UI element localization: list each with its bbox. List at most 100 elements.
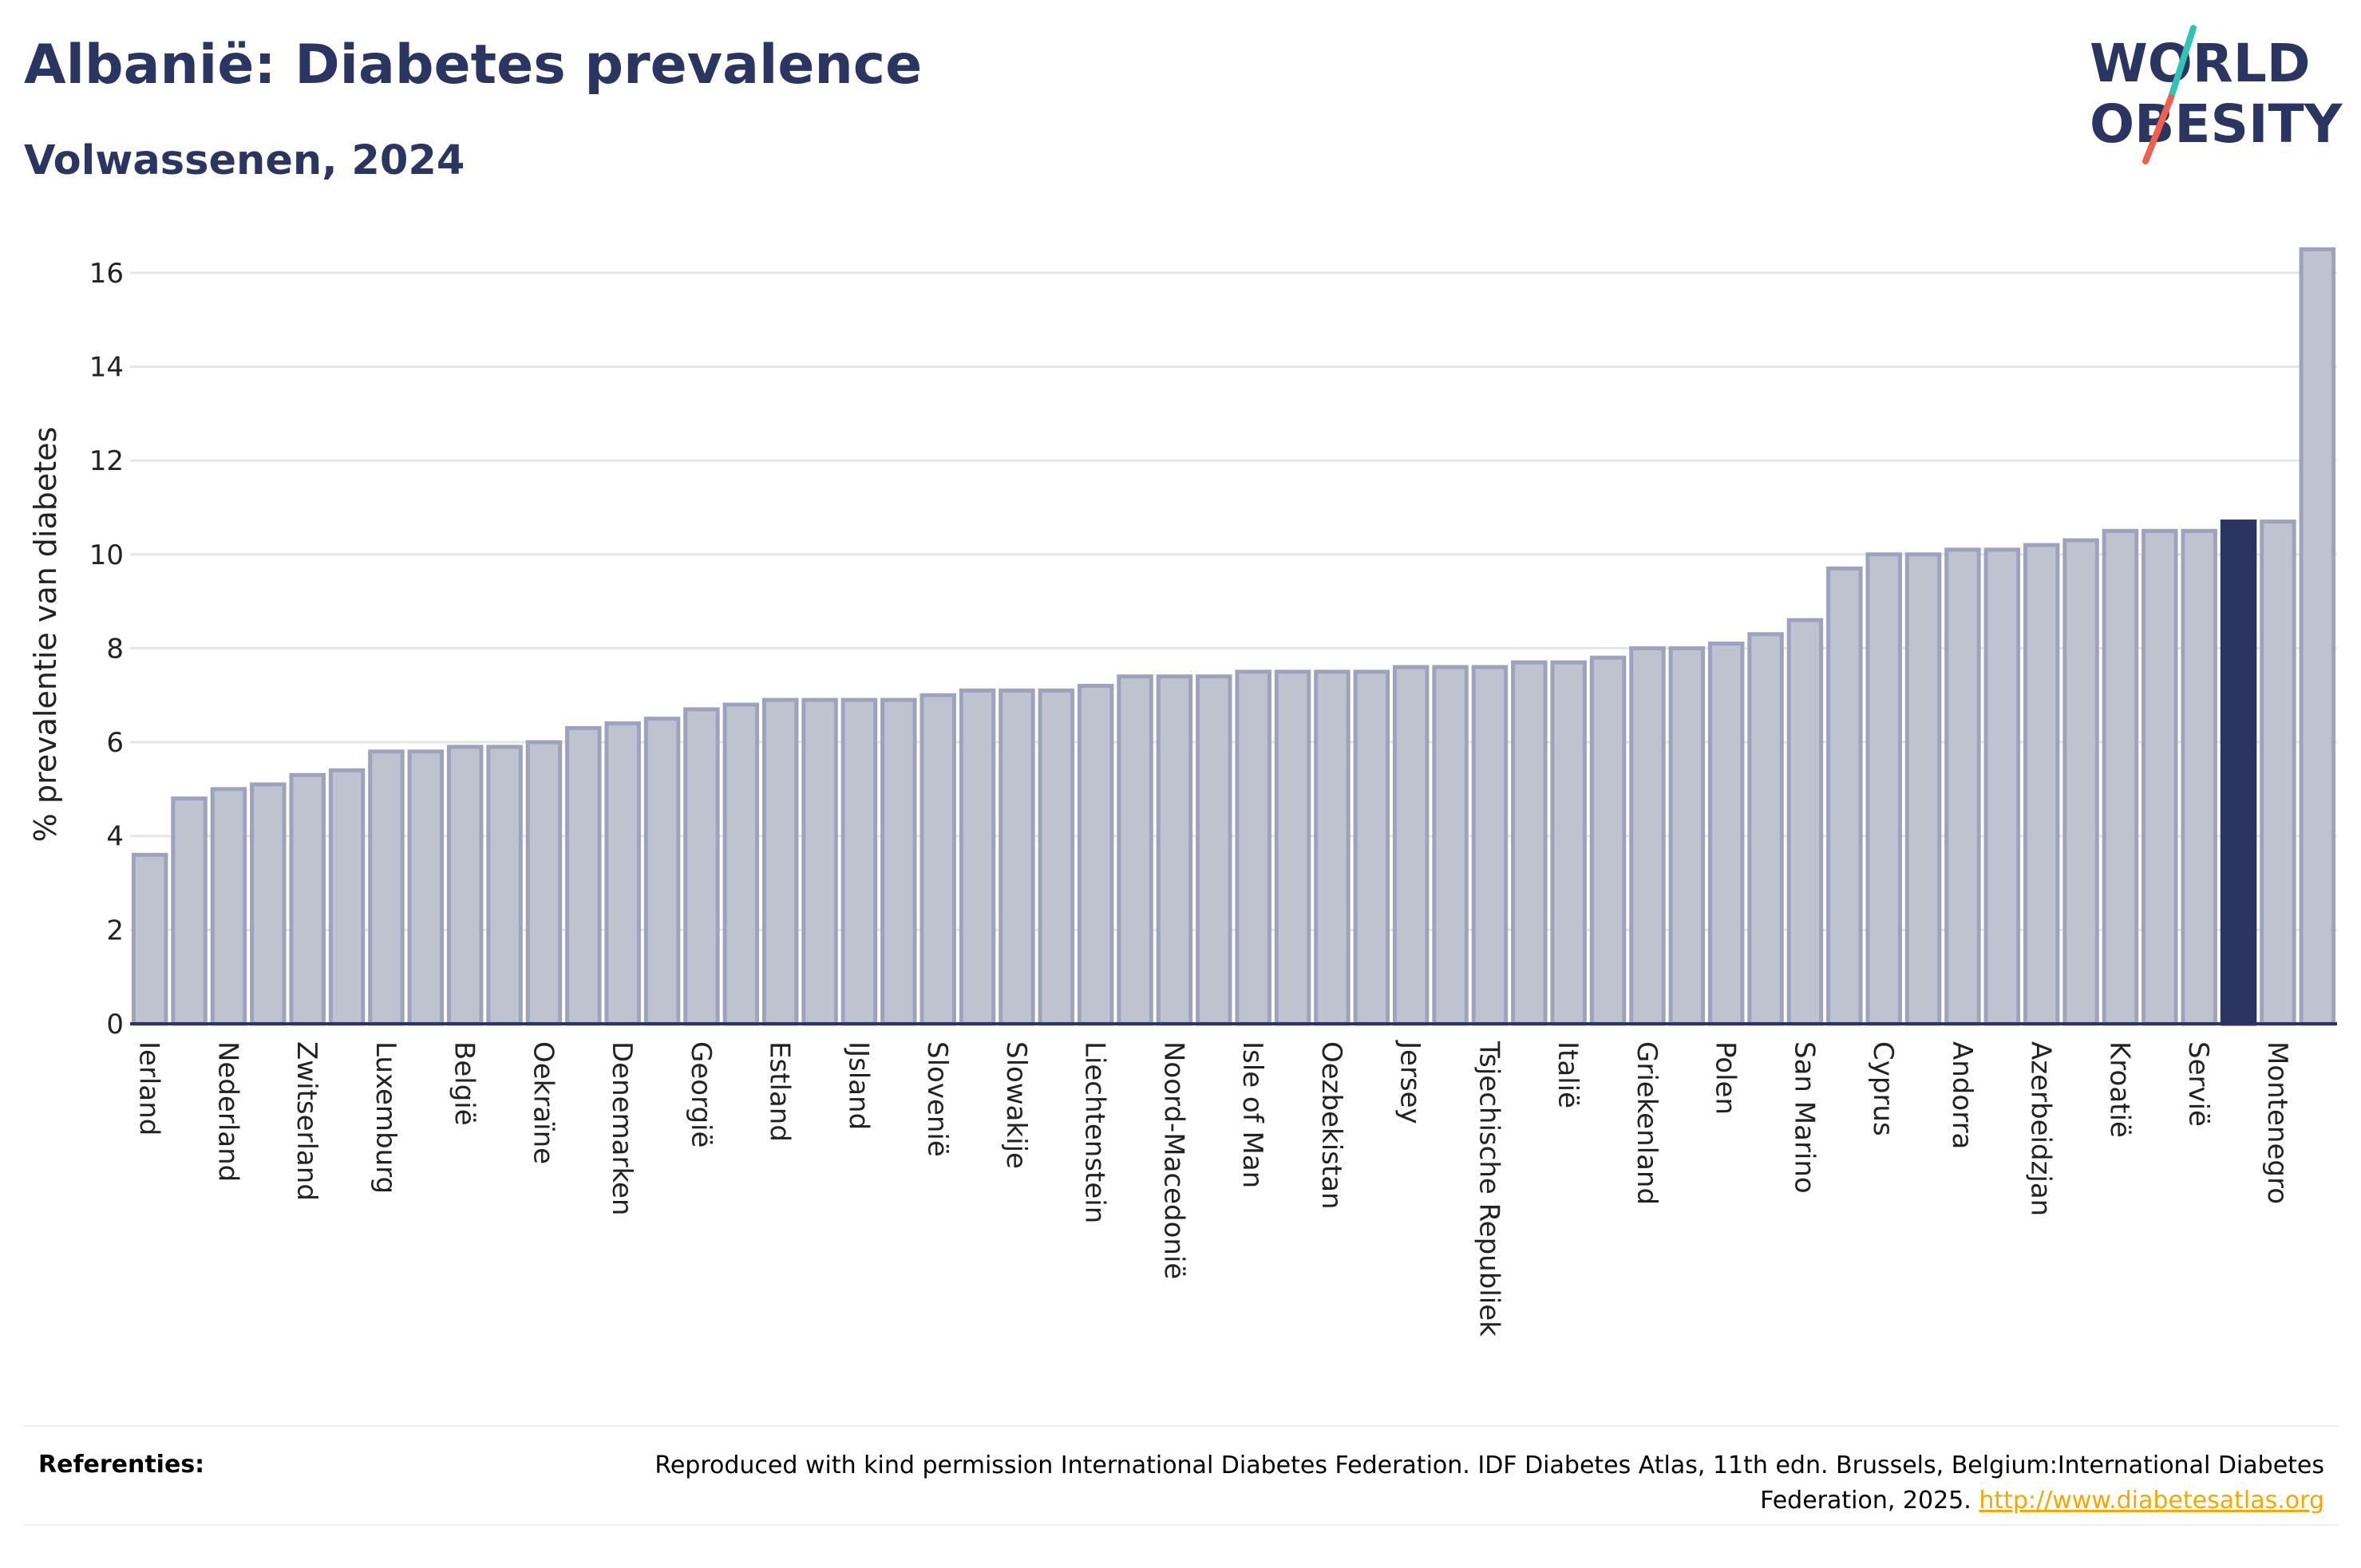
bar [999,688,1035,1026]
bar [171,796,208,1026]
x-tick-label: Liechtenstein [1079,1041,1111,1223]
x-tick-label: Zwitserland [291,1041,322,1201]
bar [959,688,996,1026]
y-tick-label: 8 [106,633,124,665]
bar [2102,528,2139,1026]
bar [565,725,602,1026]
x-tick-label: Polen [1710,1041,1742,1115]
x-tick-label: Georgië [685,1041,717,1147]
references-bottom-divider [24,1524,2339,1526]
x-tick-label: Isle of Man [1236,1041,1268,1188]
x-tick-label: Andorra [1946,1041,1978,1149]
page-title: Albanië: Diabetes prevalence [24,34,923,97]
bar [1904,552,1942,1026]
bar [722,702,760,1026]
y-axis-ticks: 0 2 4 6 8 10 12 14 16 [89,258,124,1041]
bar [2299,247,2336,1026]
y-tick-label: 16 [89,258,124,290]
x-tick-label: Estland [764,1041,796,1142]
x-tick-label: Griekenland [1631,1041,1663,1205]
bar [1432,665,1469,1026]
bar [1314,669,1351,1026]
bar [1983,547,2021,1026]
bar [643,717,681,1026]
logo-slash-top [2166,25,2197,105]
bar [1629,646,1666,1026]
bar [446,745,484,1026]
x-tick-label: Oezbekistan [1315,1041,1347,1210]
bar [1707,642,1745,1026]
y-axis-title: % prevalentie van diabetes [28,427,63,843]
bar [289,772,326,1026]
bar [250,782,287,1026]
bar [683,707,720,1026]
x-tick-label: IJsland [842,1041,874,1130]
bar [2062,538,2099,1026]
x-tick-label: Cyprus [1867,1041,1899,1136]
references-link[interactable]: http://www.diabetesatlas.org [1979,1487,2324,1515]
bar [919,693,956,1026]
bar [486,745,523,1026]
bar [1826,566,1863,1026]
references-top-divider [24,1425,2339,1427]
bar [210,787,247,1026]
x-tick-label: Nederland [212,1041,243,1182]
bar [801,697,838,1026]
y-tick-label: 12 [89,445,124,477]
bar [1865,552,1902,1026]
bar [1353,669,1390,1026]
x-tick-label: Servië [2182,1041,2214,1127]
y-tick-label: 10 [89,539,124,571]
x-tick-label: Luxemburg [370,1041,401,1194]
x-tick-label: Jersey [1394,1040,1426,1124]
page-subtitle: Volwassenen, 2024 [24,137,465,184]
x-tick-label: Montenegro [2261,1041,2293,1204]
logo-text-obesity: OBESITY [2090,93,2343,155]
x-tick-label: Azerbeidzjan [2025,1041,2057,1216]
bar-highlight [2220,519,2257,1026]
y-tick-label: 2 [106,914,124,946]
bar [328,768,366,1026]
bar [1392,665,1430,1026]
x-tick-label: Kroatië [2103,1041,2135,1138]
bar [1589,655,1627,1026]
bar [1156,674,1193,1026]
bar [1944,547,1981,1026]
y-tick-label: 14 [89,351,124,383]
y-tick-label: 6 [106,727,124,759]
references-citation: Reproduced with kind permission Internat… [655,1451,2324,1515]
bar [1117,674,1153,1026]
bar [525,740,563,1026]
bar [1786,618,1824,1026]
logo-slash-bottom [2142,94,2174,164]
bar [1077,683,1114,1026]
bar [368,749,405,1026]
bar [2181,528,2217,1026]
y-tick-label: 4 [106,821,124,853]
bar [2260,519,2296,1026]
x-axis-ticks: Ierland Nederland Zwitserland Luxemburg Belg… [133,1040,2293,1337]
bar [407,749,445,1026]
bar [1550,660,1587,1026]
x-tick-label: België [449,1041,481,1126]
x-tick-label: Denemarken [606,1041,638,1215]
bar [880,697,917,1026]
bar [1471,665,1509,1026]
x-tick-label: Ierland [133,1041,165,1136]
bar [2142,528,2178,1026]
bar [1235,669,1271,1026]
bar [840,697,878,1026]
bar [604,721,641,1026]
bar-chart: 0 2 4 6 8 10 12 14 16 Ierland Nederland Zwitserlan… [28,247,2337,1337]
bar [1511,660,1548,1026]
x-tick-label: Noord-Macedonië [1157,1041,1189,1279]
bar [1274,669,1311,1026]
references-text: Reproduced with kind permission Internat… [648,1448,2324,1519]
bar [1038,688,1075,1026]
y-tick-label: 0 [106,1009,124,1041]
x-tick-label: San Marino [1788,1041,1820,1194]
bar [1196,674,1232,1026]
bar [1668,646,1706,1026]
x-tick-label: Tsjechische Republiek [1473,1041,1505,1337]
bar [2023,543,2060,1026]
